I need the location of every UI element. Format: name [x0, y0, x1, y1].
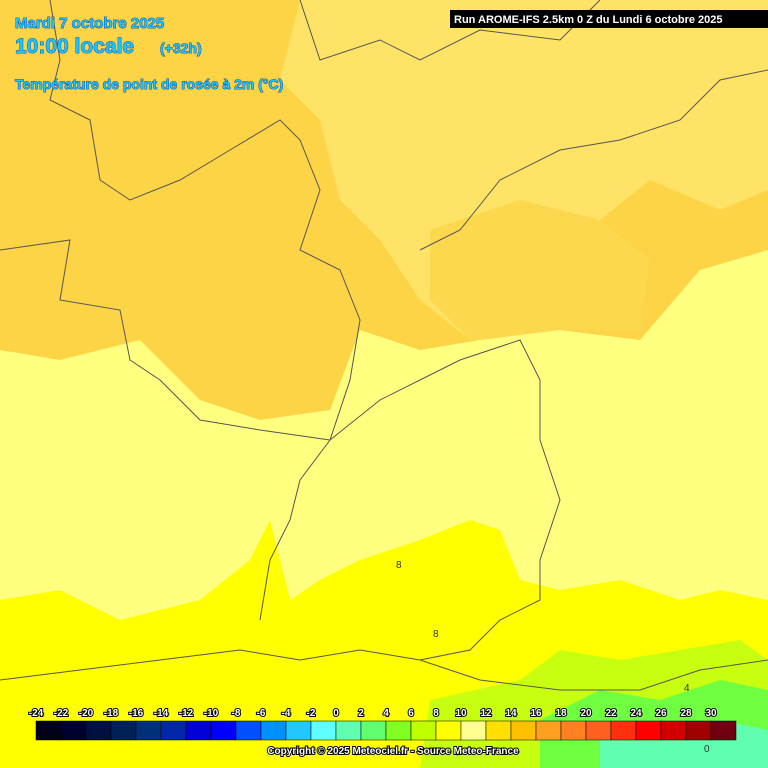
legend-swatch	[410, 720, 437, 741]
legend-tick-label: -24	[29, 708, 44, 719]
legend-tick-label: 24	[630, 708, 642, 719]
color-legend: -24 -22 -20 -18 -16 -14 -12 -10 -8 -6 -4 -2 0 2 4 6 8 10 1…	[28, 707, 737, 741]
legend-swatch	[210, 720, 237, 741]
legend-tick-label: 26	[655, 708, 667, 719]
legend-tick-label: 12	[480, 708, 492, 719]
legend-tick-label: -22	[54, 708, 69, 719]
legend-swatch	[110, 720, 137, 741]
legend-swatch	[360, 720, 387, 741]
legend-tick-label: 10	[455, 708, 467, 719]
legend-swatch	[185, 720, 212, 741]
region-dew-12	[280, 0, 768, 340]
legend-tick-label: 14	[505, 708, 517, 719]
legend-tick-label: 20	[580, 708, 592, 719]
legend-tick-label: 18	[555, 708, 567, 719]
border	[0, 649, 768, 691]
legend-swatch	[160, 720, 187, 741]
legend-swatch	[535, 720, 562, 741]
legend-swatch	[260, 720, 287, 741]
legend-swatch	[510, 720, 537, 741]
legend-tick-label: 30	[705, 708, 717, 719]
legend-tick-label: -2	[307, 708, 316, 719]
legend-swatch	[460, 720, 487, 741]
lead-time: (+32h)	[160, 40, 202, 56]
border	[419, 69, 768, 251]
legend-swatch	[635, 720, 662, 741]
contour-label: 8	[396, 560, 402, 571]
copyright: Copyright © 2025 Meteociel.fr - Source M…	[267, 746, 519, 757]
legend-tick-label: 0	[333, 708, 339, 719]
legend-swatch	[310, 720, 337, 741]
legend-tick-label: -6	[257, 708, 266, 719]
legend-tick-label: 22	[605, 708, 617, 719]
legend-swatch	[710, 720, 737, 741]
forecast-time: 10:00 locale	[15, 35, 134, 58]
legend-tick-label: 4	[383, 708, 389, 719]
legend-swatch	[660, 720, 687, 741]
legend-swatch	[485, 720, 512, 741]
legend-tick-label: 16	[530, 708, 542, 719]
region-dew-13	[430, 200, 650, 340]
run-info: Run AROME-IFS 2.5km 0 Z du Lundi 6 octob…	[454, 14, 723, 26]
legend-swatch	[585, 720, 612, 741]
legend-swatch	[335, 720, 362, 741]
contour-label: 0	[704, 744, 710, 755]
contour-label: 4	[684, 683, 690, 694]
legend-swatch	[385, 720, 412, 741]
legend-tick-label: 28	[680, 708, 692, 719]
legend-swatch	[85, 720, 112, 741]
legend-swatch	[285, 720, 312, 741]
forecast-date: Mardi 7 octobre 2025	[15, 15, 164, 32]
legend-tick-label: -10	[204, 708, 219, 719]
legend-swatch	[560, 720, 587, 741]
map-title: Température de point de rosée à 2m (°C)	[15, 76, 283, 92]
legend-tick-label: 6	[408, 708, 414, 719]
legend-swatch	[60, 720, 87, 741]
legend-swatch	[235, 720, 262, 741]
legend-tick-label: -12	[179, 708, 194, 719]
legend-swatch	[685, 720, 712, 741]
border	[299, 0, 601, 61]
border	[329, 339, 561, 661]
legend-tick-label: -16	[129, 708, 144, 719]
run-box	[450, 10, 768, 28]
legend-tick-label: -18	[104, 708, 119, 719]
legend-tick-label: 2	[358, 708, 364, 719]
legend-swatch	[435, 720, 462, 741]
legend-swatch	[135, 720, 162, 741]
legend-tick-label: -20	[79, 708, 94, 719]
contour-label: 8	[433, 629, 439, 640]
border	[49, 0, 361, 621]
border	[0, 239, 331, 441]
legend-tick-label: -4	[282, 708, 291, 719]
legend-swatch	[610, 720, 637, 741]
legend-tick-label: -8	[232, 708, 241, 719]
legend-tick-label: 8	[433, 708, 439, 719]
legend-tick-label: -14	[154, 708, 169, 719]
legend-swatch	[35, 720, 62, 741]
